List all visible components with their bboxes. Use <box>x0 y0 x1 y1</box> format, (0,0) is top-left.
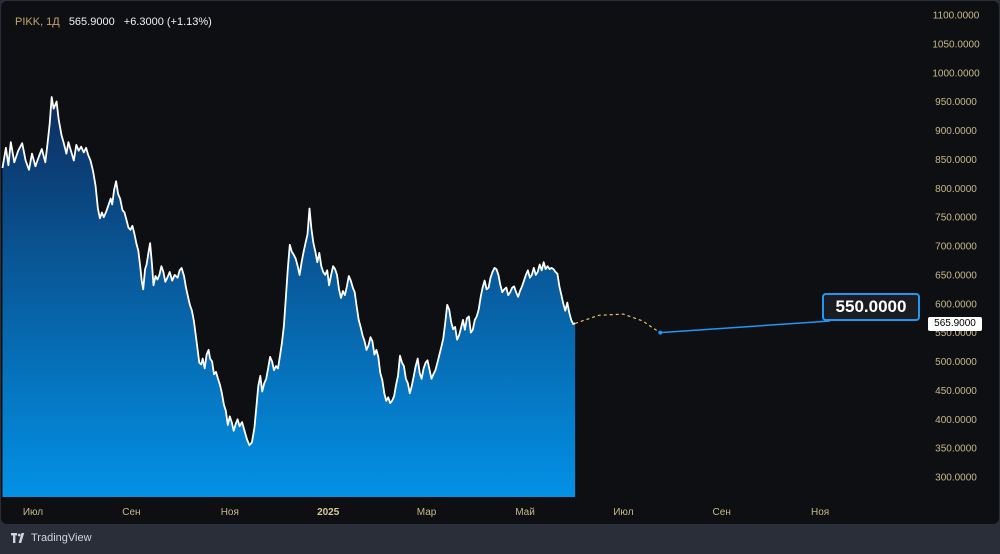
target-connector <box>660 320 831 334</box>
x-tick-label: Сен <box>713 507 731 518</box>
price-area <box>2 97 576 497</box>
tradingview-brand[interactable]: TradingView <box>11 532 92 544</box>
y-tick-label: 600.0000 <box>935 299 977 310</box>
x-tick-label: Май <box>515 507 535 518</box>
forecast-curve <box>574 313 661 334</box>
y-tick-label: 350.0000 <box>935 444 977 455</box>
y-tick-label: 300.0000 <box>935 473 977 484</box>
y-tick-label: 750.0000 <box>935 213 977 224</box>
x-tick-label: 2025 <box>317 507 340 518</box>
symbol-header[interactable]: PIKK, 1Д 565.9000 +6.3000 (+1.13%) <box>15 16 212 28</box>
y-tick-label: 1100.0000 <box>933 11 980 22</box>
x-tick-label: Июл <box>613 507 633 518</box>
target-price-label[interactable]: 550.0000 <box>822 293 920 321</box>
area-layer <box>2 97 576 497</box>
y-tick-label: 900.0000 <box>935 126 977 137</box>
x-tick-label: Ноя <box>221 507 239 518</box>
y-tick-label: 950.0000 <box>935 97 977 108</box>
y-tick-label: 800.0000 <box>935 184 977 195</box>
x-tick-label: Ноя <box>811 507 829 518</box>
price-axis[interactable]: 1100.0000 1050.0000 1000.0000 950.0000 900.0… <box>932 11 980 484</box>
y-tick-label: 650.0000 <box>935 270 977 281</box>
price-line <box>1 96 576 447</box>
price-change: +6.3000 (+1.13%) <box>123 16 212 28</box>
forecast-layer <box>574 313 831 335</box>
chart-panel[interactable]: 1100.0000 1050.0000 1000.0000 950.0000 900.0… <box>1 1 999 524</box>
y-tick-label: 700.0000 <box>935 242 977 253</box>
line-layer <box>1 96 576 447</box>
x-tick-label: Июл <box>23 507 43 518</box>
y-tick-label: 850.0000 <box>935 155 977 166</box>
x-tick-label: Мар <box>417 507 437 518</box>
brand-label: TradingView <box>31 532 92 544</box>
time-axis[interactable]: Июл Сен Ноя 2025 Мар Май Июл Сен Ноя <box>23 507 829 518</box>
price-chart[interactable]: 1100.0000 1050.0000 1000.0000 950.0000 900.0… <box>1 1 999 524</box>
y-tick-label: 550.0000 <box>935 328 977 339</box>
y-tick-label: 400.0000 <box>935 415 977 426</box>
last-price-axis-label: 565.9000 <box>928 317 982 331</box>
tradingview-logo-icon <box>11 533 25 543</box>
y-tick-label: 450.0000 <box>935 386 977 397</box>
y-tick-label: 500.0000 <box>935 357 977 368</box>
symbol-ticker[interactable]: PIKK, 1Д <box>15 16 60 28</box>
y-tick-label: 1050.0000 <box>932 39 980 50</box>
x-tick-label: Сен <box>122 507 140 518</box>
y-tick-label: 1000.0000 <box>932 68 980 79</box>
last-price-header: 565.9000 <box>68 16 115 28</box>
